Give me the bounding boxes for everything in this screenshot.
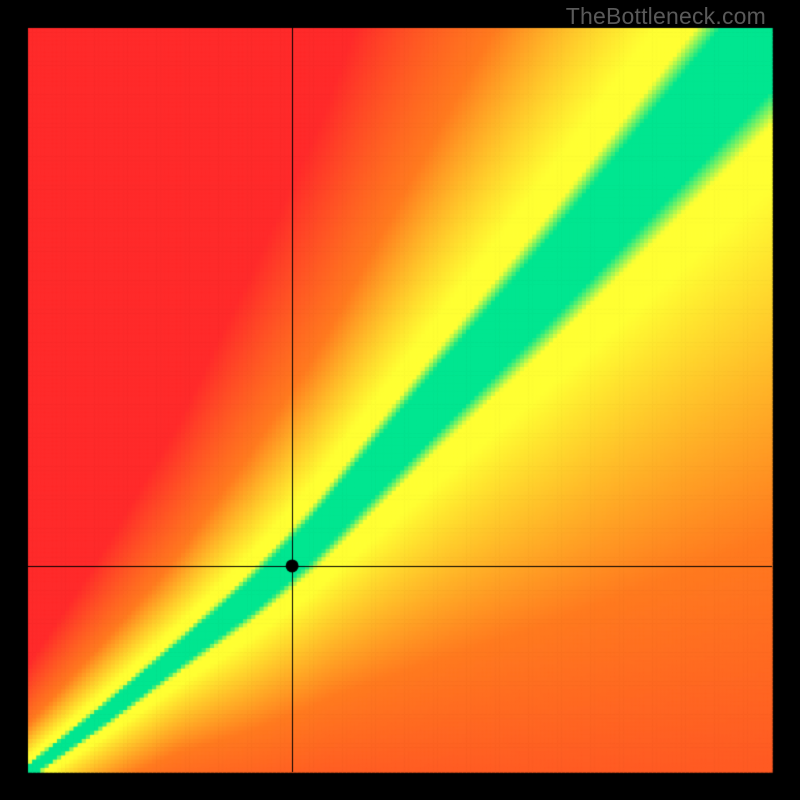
watermark-text: TheBottleneck.com [566,3,766,30]
heatmap-canvas [0,0,800,800]
chart-container: TheBottleneck.com [0,0,800,800]
